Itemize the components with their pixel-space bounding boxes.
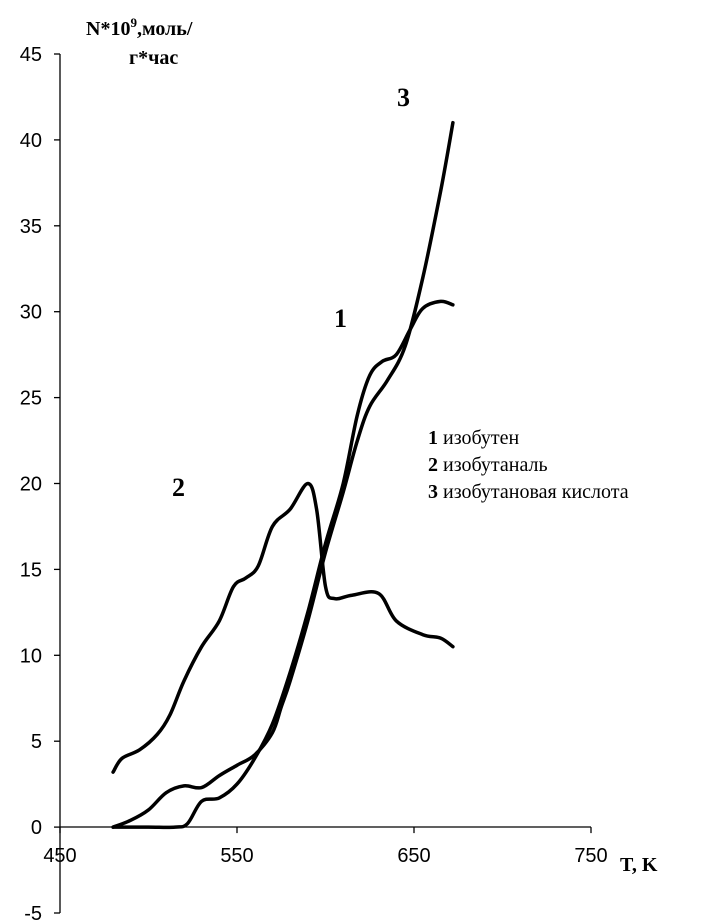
y-tick-label: 15 <box>20 559 42 581</box>
tick-labels: -5 0 5 10 15 20 25 30 35 40 45 450 550 650 750 <box>20 44 608 923</box>
x-tick-label: 750 <box>574 845 607 867</box>
y-tick-label: 0 <box>31 817 42 839</box>
y-tick-label: 25 <box>20 388 42 410</box>
y-tick-label: -5 <box>24 903 42 923</box>
series-lines <box>111 120 455 830</box>
y-tick-label: 10 <box>20 645 42 667</box>
series-line-1 <box>111 299 455 830</box>
y-axis-title-line2: г*час <box>129 47 178 69</box>
x-tick-label: 550 <box>220 845 253 867</box>
curve-label-3: 3 <box>397 83 410 112</box>
legend: 1 изобутен 2 изобутаналь 3 изобутановая … <box>428 427 629 503</box>
y-axis-title-line1: N*109,моль/ <box>86 15 193 40</box>
series-line-2 <box>111 481 455 774</box>
series-line-3 <box>111 120 455 829</box>
curve-label-2: 2 <box>172 473 185 502</box>
y-tick-label: 45 <box>20 44 42 66</box>
x-tick-label: 450 <box>43 845 76 867</box>
y-tick-label: 35 <box>20 216 42 238</box>
axis-ticks <box>54 53 592 914</box>
legend-item-2: 2 изобутаналь <box>428 454 548 476</box>
y-tick-label: 30 <box>20 302 42 324</box>
y-tick-label: 20 <box>20 474 42 496</box>
legend-item-1: 1 изобутен <box>428 427 520 449</box>
y-tick-label: 5 <box>31 731 42 753</box>
y-tick-label: 40 <box>20 130 42 152</box>
legend-item-3: 3 изобутановая кислота <box>428 481 629 503</box>
x-tick-label: 650 <box>397 845 430 867</box>
curve-label-1: 1 <box>334 304 347 333</box>
x-axis-title: T, K <box>620 854 658 876</box>
